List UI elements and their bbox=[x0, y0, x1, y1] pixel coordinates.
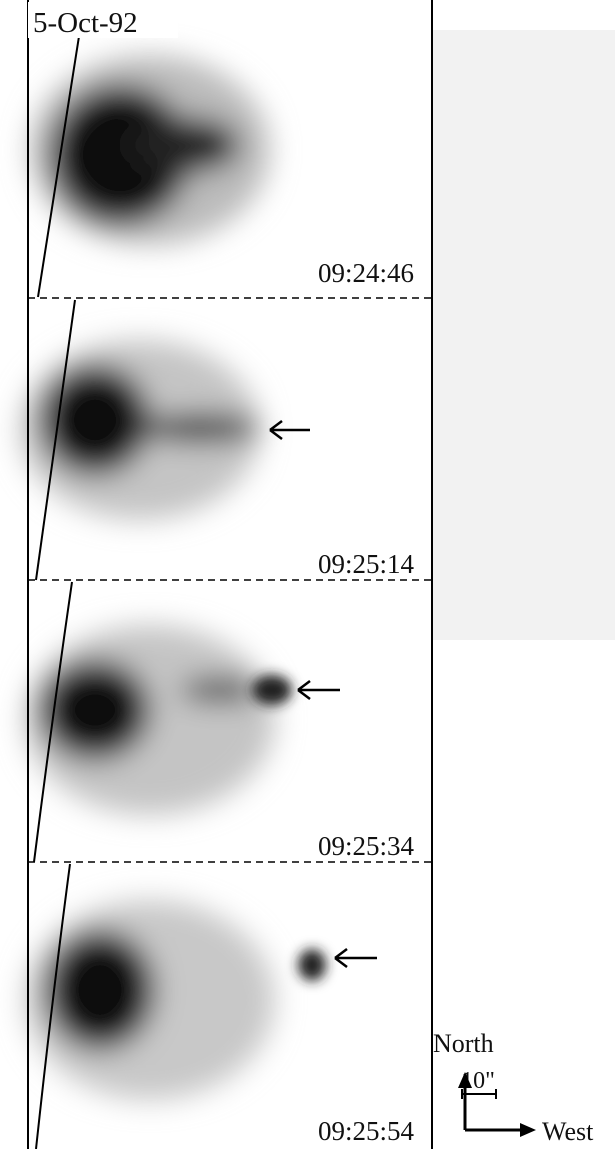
date-label: 5-Oct-92 bbox=[33, 7, 138, 39]
image-panels: 5-Oct-92 09:24:46 09:25:14 09:25:34 09:2… bbox=[20, 0, 497, 1149]
limb-line bbox=[33, 581, 73, 863]
loop-top-source bbox=[298, 949, 326, 981]
loop-top-source bbox=[252, 675, 292, 705]
limb-line bbox=[35, 863, 71, 1149]
xray-source bbox=[30, 55, 270, 245]
xray-source bbox=[25, 900, 275, 1100]
time-label: 09:25:34 bbox=[318, 831, 415, 861]
time-label: 09:24:46 bbox=[318, 258, 414, 288]
bleed-through bbox=[432, 30, 615, 640]
limb-line bbox=[37, 29, 81, 298]
time-label: 09:25:54 bbox=[318, 1116, 415, 1146]
west-label: West bbox=[542, 1117, 594, 1146]
time-label: 09:25:14 bbox=[318, 549, 415, 579]
xray-source bbox=[20, 340, 260, 520]
arrows bbox=[269, 420, 377, 968]
north-label: North bbox=[433, 1029, 494, 1058]
compass: North West bbox=[433, 1029, 594, 1146]
xray-source bbox=[25, 625, 275, 815]
limb-line bbox=[35, 299, 76, 581]
scale-bar bbox=[461, 1089, 497, 1099]
label-bg bbox=[28, 2, 178, 38]
